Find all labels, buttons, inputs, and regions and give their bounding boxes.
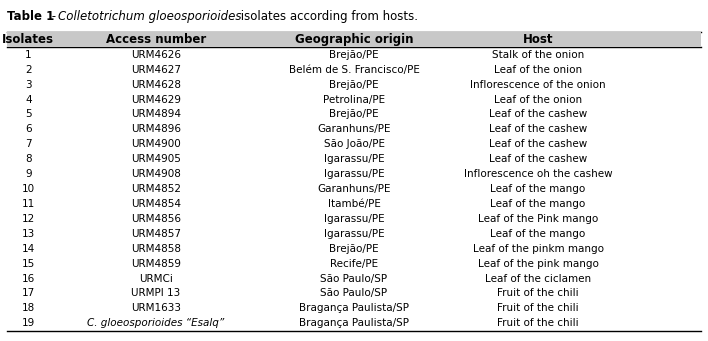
Text: Fruit of the chili: Fruit of the chili	[497, 303, 579, 313]
Text: Stalk of the onion: Stalk of the onion	[492, 50, 584, 60]
Text: 7: 7	[25, 139, 32, 149]
Text: Isolates: Isolates	[2, 33, 55, 46]
Text: URM4894: URM4894	[131, 109, 181, 119]
Text: Inflorescence of the onion: Inflorescence of the onion	[470, 79, 606, 90]
Text: 5: 5	[25, 109, 32, 119]
Text: 13: 13	[22, 229, 35, 239]
Text: Igarassu/PE: Igarassu/PE	[324, 154, 384, 164]
Text: URM4857: URM4857	[131, 229, 181, 239]
Text: 3: 3	[25, 79, 32, 90]
Text: Petrolina/PE: Petrolina/PE	[323, 94, 385, 105]
Text: Brejão/PE: Brejão/PE	[329, 50, 379, 60]
Text: URMCi: URMCi	[139, 273, 173, 284]
Text: Bragança Paulista/SP: Bragança Paulista/SP	[299, 318, 409, 328]
Text: 9: 9	[25, 169, 32, 179]
Text: 18: 18	[22, 303, 35, 313]
Text: Leaf of the cashew: Leaf of the cashew	[489, 139, 587, 149]
Text: Leaf of the cashew: Leaf of the cashew	[489, 109, 587, 119]
Text: Leaf of the pink mango: Leaf of the pink mango	[478, 258, 598, 269]
Text: Leaf of the cashew: Leaf of the cashew	[489, 154, 587, 164]
Text: Leaf of the onion: Leaf of the onion	[494, 94, 582, 105]
Text: Belém de S. Francisco/PE: Belém de S. Francisco/PE	[289, 65, 419, 75]
Text: 1: 1	[25, 50, 32, 60]
Text: URM4896: URM4896	[131, 124, 181, 134]
Text: -: -	[48, 10, 60, 23]
Text: 15: 15	[22, 258, 35, 269]
Text: Leaf of the pinkm mango: Leaf of the pinkm mango	[472, 244, 604, 254]
Text: Table 1: Table 1	[7, 10, 55, 23]
Text: isolates according from hosts.: isolates according from hosts.	[237, 10, 418, 23]
Text: URM4859: URM4859	[131, 258, 181, 269]
Text: Bragança Paulista/SP: Bragança Paulista/SP	[299, 303, 409, 313]
Text: Leaf of the mango: Leaf of the mango	[491, 229, 586, 239]
Text: C. gloeosporioides “Esalq”: C. gloeosporioides “Esalq”	[87, 318, 224, 328]
Text: URM4856: URM4856	[131, 214, 181, 224]
Text: URM4858: URM4858	[131, 244, 181, 254]
Text: Leaf of the mango: Leaf of the mango	[491, 199, 586, 209]
Text: Itambé/PE: Itambé/PE	[328, 199, 380, 209]
Text: URM4628: URM4628	[131, 79, 181, 90]
Text: 12: 12	[22, 214, 35, 224]
Text: URM4854: URM4854	[131, 199, 181, 209]
Text: Igarassu/PE: Igarassu/PE	[324, 214, 384, 224]
Text: Garanhuns/PE: Garanhuns/PE	[317, 184, 391, 194]
Text: Access number: Access number	[105, 33, 206, 46]
Text: 17: 17	[22, 288, 35, 298]
Text: Brejão/PE: Brejão/PE	[329, 109, 379, 119]
Text: Leaf of the mango: Leaf of the mango	[491, 184, 586, 194]
Text: 2: 2	[25, 65, 32, 75]
Text: URM4627: URM4627	[131, 65, 181, 75]
Text: 11: 11	[22, 199, 35, 209]
Text: Igarassu/PE: Igarassu/PE	[324, 169, 384, 179]
Text: Leaf of the cashew: Leaf of the cashew	[489, 124, 587, 134]
Text: Leaf of the ciclamen: Leaf of the ciclamen	[485, 273, 591, 284]
Text: Host: Host	[523, 33, 554, 46]
Text: Geographic origin: Geographic origin	[295, 33, 413, 46]
Text: URM4905: URM4905	[131, 154, 181, 164]
Text: Fruit of the chili: Fruit of the chili	[497, 288, 579, 298]
Text: Recife/PE: Recife/PE	[330, 258, 378, 269]
Text: URM4629: URM4629	[131, 94, 181, 105]
Text: 10: 10	[22, 184, 35, 194]
Text: URM4626: URM4626	[131, 50, 181, 60]
Text: 19: 19	[22, 318, 35, 328]
Text: Fruit of the chili: Fruit of the chili	[497, 318, 579, 328]
Text: Leaf of the onion: Leaf of the onion	[494, 65, 582, 75]
Text: URM1633: URM1633	[131, 303, 181, 313]
Text: URM4852: URM4852	[131, 184, 181, 194]
Text: 4: 4	[25, 94, 32, 105]
Text: URM4908: URM4908	[131, 169, 181, 179]
Text: 8: 8	[25, 154, 32, 164]
Text: Igarassu/PE: Igarassu/PE	[324, 229, 384, 239]
Text: Brejão/PE: Brejão/PE	[329, 79, 379, 90]
Text: Inflorescence oh the cashew: Inflorescence oh the cashew	[464, 169, 612, 179]
Text: Brejão/PE: Brejão/PE	[329, 244, 379, 254]
Text: São João/PE: São João/PE	[324, 139, 384, 149]
Text: 6: 6	[25, 124, 32, 134]
Text: São Paulo/SP: São Paulo/SP	[321, 273, 387, 284]
Text: URMPI 13: URMPI 13	[131, 288, 181, 298]
Text: Colletotrichum gloeosporioides: Colletotrichum gloeosporioides	[58, 10, 241, 23]
Text: URM4900: URM4900	[131, 139, 181, 149]
Text: 14: 14	[22, 244, 35, 254]
Text: Leaf of the Pink mango: Leaf of the Pink mango	[478, 214, 598, 224]
Text: São Paulo/SP: São Paulo/SP	[321, 288, 387, 298]
Text: 16: 16	[22, 273, 35, 284]
Text: Garanhuns/PE: Garanhuns/PE	[317, 124, 391, 134]
